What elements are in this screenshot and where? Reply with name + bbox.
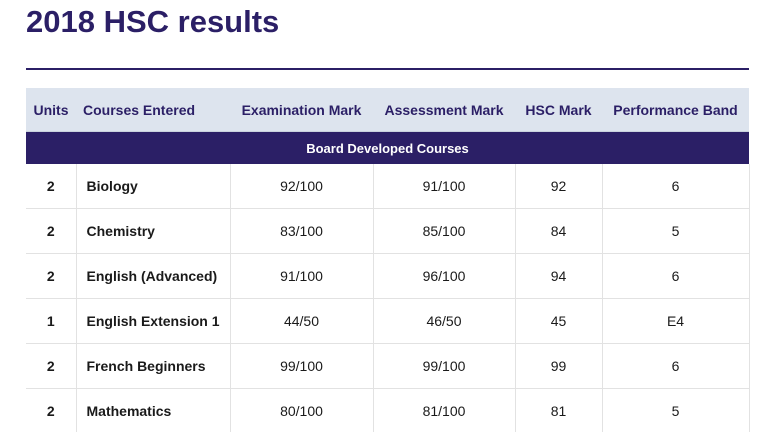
cell-exam-mark: 99/100 bbox=[229, 343, 373, 389]
cell-assessment-mark: 46/50 bbox=[372, 298, 515, 344]
cell-course: English Extension 1 bbox=[75, 298, 230, 344]
column-header-hsc-mark: HSC Mark bbox=[515, 88, 602, 132]
cell-hsc-mark: 45 bbox=[514, 298, 602, 344]
column-header-exam-mark: Examination Mark bbox=[230, 88, 373, 132]
cell-assessment-mark: 85/100 bbox=[372, 208, 515, 254]
cell-exam-mark: 92/100 bbox=[229, 164, 373, 209]
column-header-performance-band: Performance Band bbox=[602, 88, 749, 132]
table-row: 2 French Beginners 99/100 99/100 99 6 bbox=[26, 343, 750, 389]
cell-units: 2 bbox=[26, 343, 76, 389]
cell-hsc-mark: 84 bbox=[514, 208, 602, 254]
column-header-courses: Courses Entered bbox=[76, 88, 230, 132]
table-row: 2 English (Advanced) 91/100 96/100 94 6 bbox=[26, 253, 750, 299]
table-row: 1 English Extension 1 44/50 46/50 45 E4 bbox=[26, 298, 750, 344]
cell-assessment-mark: 96/100 bbox=[372, 253, 515, 299]
cell-assessment-mark: 99/100 bbox=[372, 343, 515, 389]
cell-performance-band: 6 bbox=[601, 253, 750, 299]
cell-hsc-mark: 99 bbox=[514, 343, 602, 389]
group-header-row: Board Developed Courses bbox=[26, 131, 749, 164]
cell-exam-mark: 91/100 bbox=[229, 253, 373, 299]
results-table: Units Courses Entered Examination Mark A… bbox=[26, 88, 750, 432]
cell-course: English (Advanced) bbox=[75, 253, 230, 299]
cell-course: Chemistry bbox=[75, 208, 230, 254]
cell-performance-band: 5 bbox=[601, 208, 750, 254]
cell-units: 2 bbox=[26, 208, 76, 254]
cell-units: 2 bbox=[26, 164, 76, 209]
cell-units: 2 bbox=[26, 253, 76, 299]
column-header-units: Units bbox=[26, 88, 76, 132]
cell-performance-band: 5 bbox=[601, 388, 750, 432]
group-label: Board Developed Courses bbox=[26, 131, 749, 164]
cell-assessment-mark: 91/100 bbox=[372, 164, 515, 209]
page-title: 2018 HSC results bbox=[26, 4, 280, 39]
cell-exam-mark: 44/50 bbox=[229, 298, 373, 344]
cell-units: 1 bbox=[26, 298, 76, 344]
title-divider bbox=[26, 68, 749, 70]
cell-performance-band: 6 bbox=[601, 164, 750, 209]
cell-assessment-mark: 81/100 bbox=[372, 388, 515, 432]
cell-exam-mark: 83/100 bbox=[229, 208, 373, 254]
cell-hsc-mark: 81 bbox=[514, 388, 602, 432]
table-row: 2 Mathematics 80/100 81/100 81 5 bbox=[26, 388, 750, 432]
table-row: 2 Chemistry 83/100 85/100 84 5 bbox=[26, 208, 750, 254]
cell-hsc-mark: 94 bbox=[514, 253, 602, 299]
cell-course: Biology bbox=[75, 164, 230, 209]
cell-exam-mark: 80/100 bbox=[229, 388, 373, 432]
cell-performance-band: E4 bbox=[601, 298, 750, 344]
table-header-row: Units Courses Entered Examination Mark A… bbox=[26, 88, 749, 132]
cell-course: Mathematics bbox=[75, 388, 230, 432]
cell-course: French Beginners bbox=[75, 343, 230, 389]
cell-performance-band: 6 bbox=[601, 343, 750, 389]
cell-units: 2 bbox=[26, 388, 76, 432]
cell-hsc-mark: 92 bbox=[514, 164, 602, 209]
column-header-assessment-mark: Assessment Mark bbox=[373, 88, 515, 132]
table-row: 2 Biology 92/100 91/100 92 6 bbox=[26, 164, 750, 209]
